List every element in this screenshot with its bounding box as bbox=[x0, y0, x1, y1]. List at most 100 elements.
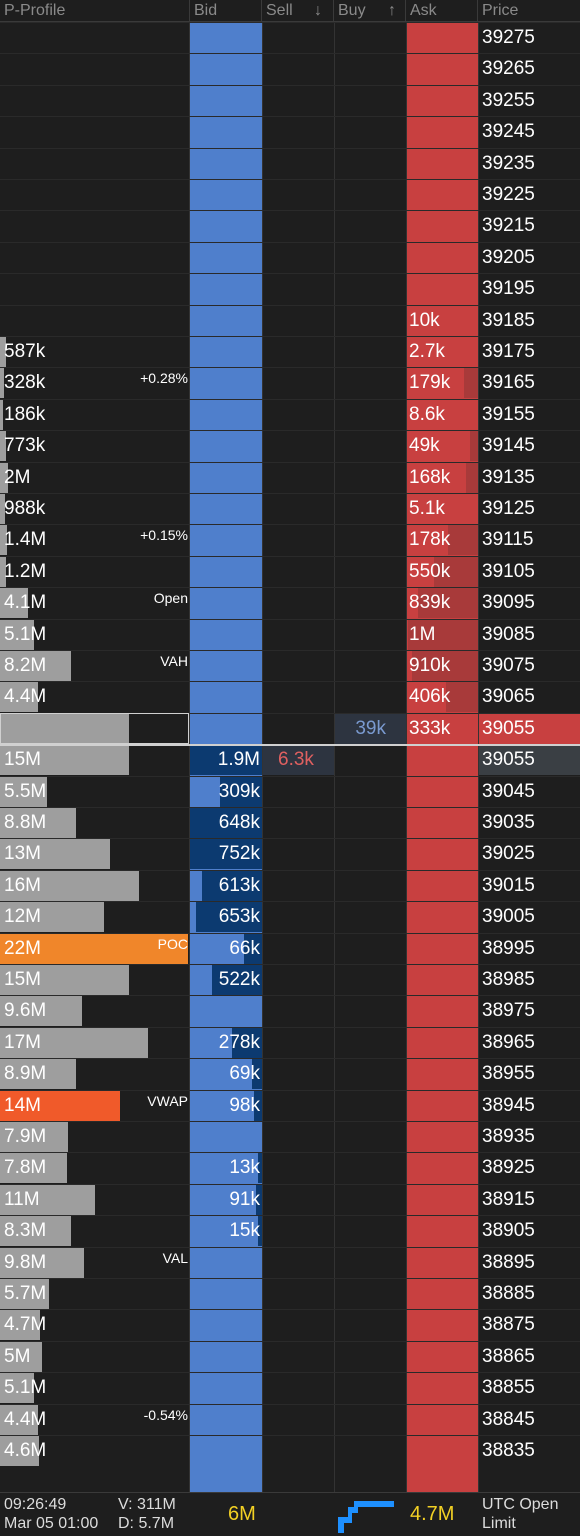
price-level: 39205 bbox=[482, 246, 535, 268]
ladder-row[interactable]: 7.9M 38935 bbox=[0, 1121, 580, 1152]
ladder-row[interactable]: 587k 2.7k 39175 bbox=[0, 336, 580, 367]
ask-volume[interactable]: 333k bbox=[409, 717, 451, 739]
bid-volume[interactable]: 752k bbox=[218, 843, 260, 865]
profile-bar bbox=[0, 1153, 67, 1184]
bid-volume[interactable]: 1.9M bbox=[217, 749, 260, 771]
ladder-row[interactable]: 11M 91k 38915 bbox=[0, 1183, 580, 1215]
header-price[interactable]: Price bbox=[482, 2, 519, 19]
ask-volume[interactable]: 2.7k bbox=[409, 341, 445, 362]
column-header: P-Profile Bid Sell ↓ Buy ↑ Ask Price bbox=[0, 0, 580, 22]
ladder-row[interactable]: 988k 5.1k 39125 bbox=[0, 493, 580, 524]
ladder-row[interactable]: 39205 bbox=[0, 241, 580, 273]
ladder-row[interactable]: 16M 613k 39015 bbox=[0, 869, 580, 901]
ladder-row[interactable]: 2M 168k 39135 bbox=[0, 461, 580, 493]
ladder-row[interactable]: 1.4M +0.15% 178k 39115 bbox=[0, 524, 580, 556]
ask-volume[interactable]: 8.6k bbox=[409, 403, 445, 425]
price-ladder[interactable]: 39275 39265 39255 39245 39235 39225 39215 39205… bbox=[0, 22, 580, 1492]
ladder-row[interactable]: 8.3M 15k 38905 bbox=[0, 1215, 580, 1247]
bid-volume[interactable]: 91k bbox=[229, 1188, 260, 1210]
ladder-row[interactable]: 328k +0.28% 179k 39165 bbox=[0, 367, 580, 399]
ladder-row[interactable]: 15M 1.9M 6.3k 39055 bbox=[0, 744, 580, 776]
bid-volume[interactable]: 15k bbox=[229, 1220, 260, 1242]
ladder-row[interactable]: 9.6M 38975 bbox=[0, 995, 580, 1027]
ladder-row[interactable]: 5.1M 38855 bbox=[0, 1372, 580, 1404]
ask-volume[interactable]: 49k bbox=[409, 435, 440, 457]
ladder-row[interactable]: 8.2M VAH 910k 39075 bbox=[0, 650, 580, 681]
profile-volume: 186k bbox=[4, 403, 46, 425]
ask-volume[interactable]: 406k bbox=[409, 686, 451, 708]
header-ask[interactable]: Ask bbox=[406, 0, 478, 22]
ladder-row[interactable]: 13M 752k 39025 bbox=[0, 838, 580, 870]
bid-volume[interactable]: 309k bbox=[218, 780, 260, 802]
ask-volume[interactable]: 550k bbox=[409, 560, 451, 582]
profile-volume: 8.8M bbox=[4, 812, 47, 833]
bid-volume[interactable]: 13k bbox=[229, 1157, 260, 1179]
bid-volume[interactable]: 69k bbox=[229, 1063, 260, 1085]
ladder-row[interactable]: 5M 38865 bbox=[0, 1340, 580, 1372]
bid-volume[interactable]: 66k bbox=[229, 937, 260, 959]
ladder-row[interactable]: 9.8M VAL 38895 bbox=[0, 1246, 580, 1278]
ladder-row[interactable]: 22M POC 66k 38995 bbox=[0, 932, 580, 964]
ask-volume[interactable]: 168k bbox=[409, 466, 451, 488]
ladder-row[interactable]: 4.7M 38875 bbox=[0, 1309, 580, 1341]
ladder-row[interactable]: 4.6M 38835 bbox=[0, 1435, 580, 1466]
header-profile[interactable]: P-Profile bbox=[0, 0, 190, 22]
ladder-row[interactable]: 7.8M 13k 38925 bbox=[0, 1152, 580, 1184]
ladder-row[interactable]: 186k 8.6k 39155 bbox=[0, 398, 580, 430]
ladder-row[interactable]: 4.1M Open 839k 39095 bbox=[0, 587, 580, 619]
ladder-row[interactable]: 1.2M 550k 39105 bbox=[0, 555, 580, 587]
ladder-row[interactable]: 39245 bbox=[0, 116, 580, 147]
ask-volume[interactable]: 179k bbox=[409, 372, 451, 394]
ladder-row[interactable]: 39225 bbox=[0, 179, 580, 210]
ask-volume[interactable]: 1M bbox=[409, 623, 436, 645]
status-footer: 09:26:49 Mar 05 01:00 V: 311M D: 5.7M 6M… bbox=[0, 1492, 580, 1536]
ladder-row[interactable]: 4.4M 406k 39065 bbox=[0, 681, 580, 713]
profile-volume: 9.8M bbox=[4, 1251, 47, 1273]
ladder-row[interactable]: 39255 bbox=[0, 84, 580, 116]
header-sell[interactable]: Sell bbox=[262, 0, 334, 22]
ladder-row[interactable]: 12M 653k 39005 bbox=[0, 901, 580, 933]
bid-volume[interactable]: 613k bbox=[218, 874, 260, 896]
ask-volume[interactable]: 178k bbox=[409, 529, 451, 551]
ladder-row[interactable]: 8.8M 648k 39035 bbox=[0, 807, 580, 838]
profile-volume: 13M bbox=[4, 843, 41, 865]
ask-volume[interactable]: 910k bbox=[409, 655, 451, 676]
bid-volume[interactable]: 98k bbox=[229, 1094, 260, 1116]
ask-volume[interactable]: 5.1k bbox=[409, 498, 445, 519]
bid-volume[interactable]: 522k bbox=[218, 969, 260, 990]
ladder-row[interactable]: 8.9M 69k 38955 bbox=[0, 1058, 580, 1090]
ladder-row[interactable]: 39265 bbox=[0, 53, 580, 84]
ladder-row[interactable]: 15M 522k 38985 bbox=[0, 964, 580, 995]
ladder-row[interactable]: 5.7M 38885 bbox=[0, 1278, 580, 1309]
price-level: 38855 bbox=[482, 1377, 535, 1399]
ladder-row[interactable]: 17M 278k 38965 bbox=[0, 1026, 580, 1058]
header-bid[interactable]: Bid bbox=[190, 0, 262, 22]
ladder-row[interactable]: 773k 49k 39145 bbox=[0, 430, 580, 462]
ladder-row[interactable]: 39235 bbox=[0, 147, 580, 179]
ladder-row[interactable]: 39215 bbox=[0, 210, 580, 241]
bid-volume[interactable]: 278k bbox=[218, 1031, 260, 1053]
ladder-row[interactable]: 14M VWAP 98k 38945 bbox=[0, 1089, 580, 1121]
ladder-row[interactable]: 5.5M 309k 39045 bbox=[0, 775, 580, 807]
ladder-row[interactable]: 39275 bbox=[0, 22, 580, 53]
profile-bar bbox=[0, 1373, 34, 1404]
profile-bar bbox=[0, 619, 34, 650]
price-cell[interactable] bbox=[479, 713, 580, 744]
bid-volume[interactable]: 653k bbox=[218, 906, 260, 928]
ask-volume[interactable]: 839k bbox=[409, 592, 451, 614]
bid-depth-bar bbox=[190, 808, 262, 838]
ladder-row[interactable]: 39k 333k 39055 bbox=[0, 712, 580, 744]
ladder-row[interactable]: 10k 39185 bbox=[0, 304, 580, 336]
profile-bar bbox=[0, 368, 4, 399]
price-level: 38895 bbox=[482, 1251, 535, 1273]
profile-bar bbox=[0, 431, 6, 462]
ladder-row[interactable]: 4.4M -0.54% 38845 bbox=[0, 1403, 580, 1435]
bid-depth-bar bbox=[190, 745, 262, 776]
ladder-row[interactable]: 39195 bbox=[0, 273, 580, 304]
header-buy[interactable]: Buy bbox=[334, 0, 406, 22]
ask-volume[interactable]: 10k bbox=[409, 309, 440, 331]
bid-volume[interactable]: 648k bbox=[218, 812, 260, 833]
ladder-row[interactable]: 5.1M 1M 39085 bbox=[0, 618, 580, 650]
price-cell[interactable] bbox=[479, 745, 580, 776]
buy-volume: 39k bbox=[355, 717, 386, 739]
